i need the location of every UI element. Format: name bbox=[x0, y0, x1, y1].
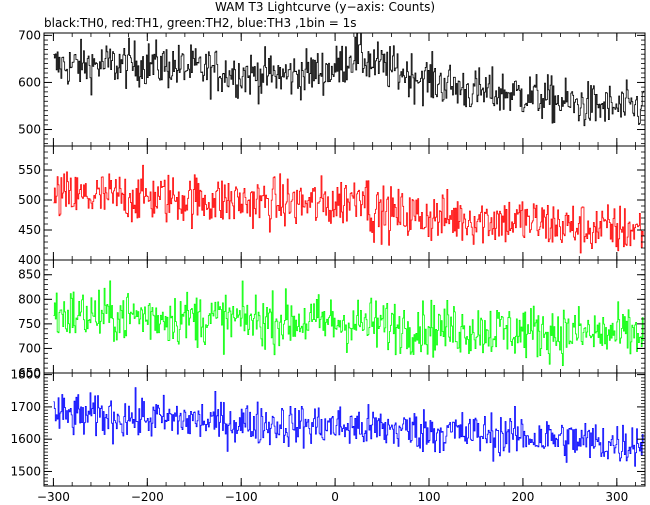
y-tick-label: 500 bbox=[18, 123, 41, 137]
series-line-th3 bbox=[53, 387, 645, 467]
series-line-th0 bbox=[53, 33, 645, 127]
series-line-th2 bbox=[53, 280, 645, 366]
chart-subtitle: black:TH0, red:TH1, green:TH2, blue:TH3 … bbox=[44, 16, 357, 30]
y-tick-label: 600 bbox=[18, 75, 41, 89]
y-tick-label: 1500 bbox=[10, 464, 41, 478]
series-line-th1 bbox=[53, 164, 645, 254]
x-tick-label: −100 bbox=[225, 490, 258, 504]
y-tick-label: 400 bbox=[18, 253, 41, 267]
x-tick-label: −300 bbox=[37, 490, 70, 504]
y-tick-label: 550 bbox=[18, 163, 41, 177]
x-tick-label: −200 bbox=[131, 490, 164, 504]
y-tick-label: 750 bbox=[18, 317, 41, 331]
x-tick-label: 300 bbox=[605, 490, 628, 504]
y-tick-label: 850 bbox=[18, 268, 41, 282]
y-tick-label: 500 bbox=[18, 193, 41, 207]
y-tick-label: 1700 bbox=[10, 400, 41, 414]
x-tick-label: 200 bbox=[511, 490, 534, 504]
x-tick-label: 0 bbox=[331, 490, 339, 504]
y-tick-label: 1800 bbox=[10, 368, 41, 382]
chart-title: WAM T3 Lightcurve (y−axis: Counts) bbox=[214, 0, 436, 14]
x-tick-label: 100 bbox=[418, 490, 441, 504]
y-tick-label: 650 bbox=[18, 366, 41, 380]
y-tick-label: 450 bbox=[18, 223, 41, 237]
y-tick-label: 700 bbox=[18, 341, 41, 355]
y-tick-label: 1600 bbox=[10, 432, 41, 446]
y-tick-label: 700 bbox=[18, 28, 41, 42]
y-tick-label: 800 bbox=[18, 292, 41, 306]
